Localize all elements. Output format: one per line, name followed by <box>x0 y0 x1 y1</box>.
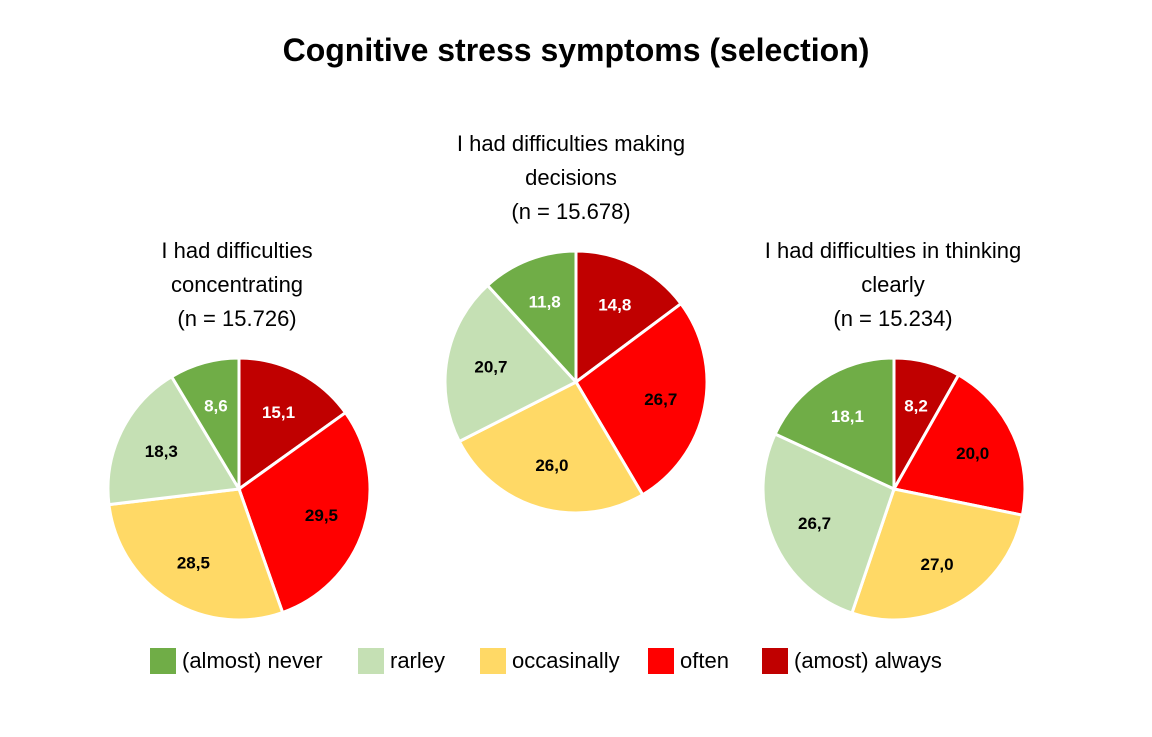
pie-slice-label: 11,8 <box>529 292 561 311</box>
pie-title-line: concentrating <box>170 272 304 297</box>
pie-2: 8,2 20,0 27,0 26,7 18,1 <box>761 356 1027 622</box>
legend-item-almost-always: (amost) always <box>762 648 942 674</box>
pie-slice-label: 8,6 <box>204 397 228 416</box>
pie-1: 14,8 26,7 26,0 20,7 11,8 <box>443 249 709 515</box>
pie-title-decisions: I had difficulties making decisions (n =… <box>416 127 726 229</box>
pie-slice <box>169 356 241 495</box>
legend-swatch <box>150 648 176 674</box>
pie-0: 15,1 29,5 28,5 18,3 8,6 <box>106 356 372 622</box>
pie-slice <box>891 372 1027 517</box>
pie-slice-label: 18,1 <box>831 407 864 426</box>
pie-slice-label: 8,2 <box>904 396 928 415</box>
pie-title-line: I had difficulties in thinking <box>764 238 1022 263</box>
pie-slice-label: 29,5 <box>305 506 338 525</box>
pie-slice-label: 18,3 <box>145 442 178 461</box>
pie-title-line: (n = 15.726) <box>177 306 297 331</box>
legend: (almost) never rarley occasinally often … <box>0 648 1152 682</box>
pie-slice-label: 28,5 <box>177 553 210 572</box>
pie-slice-label: 20,0 <box>956 444 989 463</box>
legend-item-occasinally: occasinally <box>480 648 620 674</box>
pie-slice-label: 20,7 <box>474 358 507 377</box>
legend-swatch <box>358 648 384 674</box>
pie-slice <box>457 380 645 515</box>
pie-title-line: I had difficulties making <box>456 131 686 156</box>
pie-title-line: decisions <box>525 165 617 190</box>
pie-slice <box>443 283 579 444</box>
legend-item-often: often <box>648 648 729 674</box>
legend-label: often <box>680 648 729 673</box>
pie-title-line: I had difficulties <box>161 238 313 263</box>
pie-slice-label: 27,0 <box>921 555 954 574</box>
chart-title: Cognitive stress symptoms (selection) <box>282 32 870 68</box>
legend-swatch <box>480 648 506 674</box>
legend-swatch <box>648 648 674 674</box>
pie-title-thinking: I had difficulties in thinking clearly (… <box>723 234 1063 336</box>
pie-slice <box>237 356 348 492</box>
pie-title-line: (n = 15.234) <box>833 306 953 331</box>
pie-slice <box>574 249 684 385</box>
pie-slice <box>850 487 1025 622</box>
pie-slice <box>237 410 372 615</box>
legend-label: occasinally <box>512 648 620 673</box>
pie-title-line: clearly <box>861 272 925 297</box>
pie-slice <box>574 301 709 497</box>
legend-label: (almost) never <box>182 648 323 673</box>
pie-title-concentrating: I had difficulties concentrating (n = 15… <box>87 234 387 336</box>
pie-slice <box>773 356 896 492</box>
pie-slice <box>485 249 578 386</box>
pie-slice-label: 26,7 <box>798 514 831 533</box>
legend-item-almost-never: (almost) never <box>150 648 323 674</box>
legend-swatch <box>762 648 788 674</box>
pie-slice <box>106 374 242 507</box>
pie-slice-label: 15,1 <box>262 403 295 422</box>
pie-slice-label: 14,8 <box>598 296 631 315</box>
legend-item-rarley: rarley <box>358 648 445 674</box>
legend-label: rarley <box>390 648 446 673</box>
pie-title-line: (n = 15.678) <box>511 199 631 224</box>
pie-slice <box>107 487 285 622</box>
pie-slice <box>761 431 896 615</box>
pie-slice-label: 26,7 <box>644 390 677 409</box>
legend-label: (amost) always <box>794 648 942 673</box>
pie-slice-label: 26,0 <box>535 456 568 475</box>
